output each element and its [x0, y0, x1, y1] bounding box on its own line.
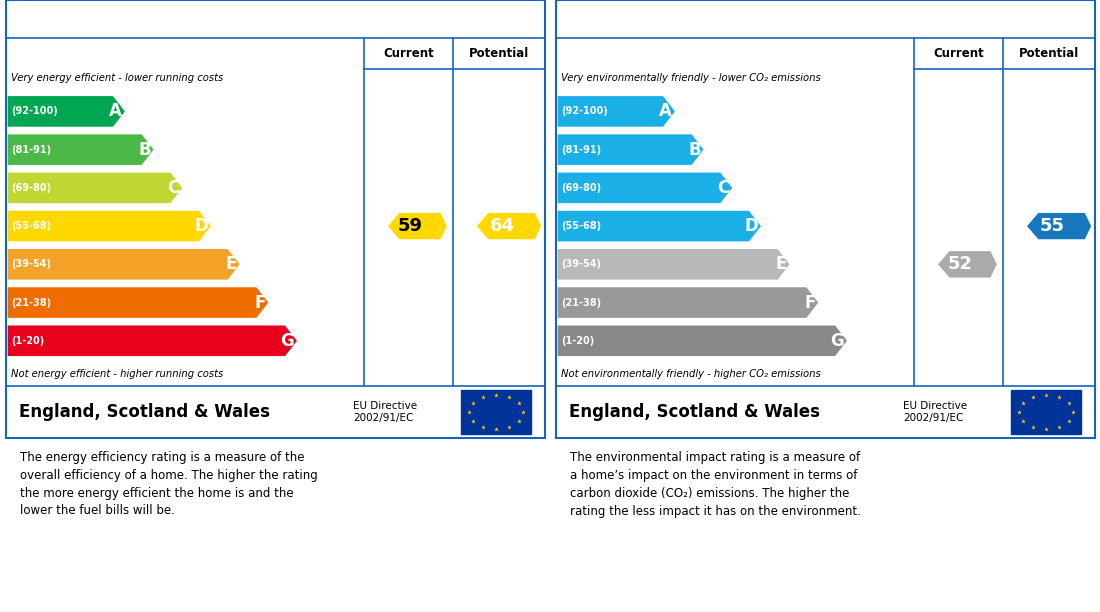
Text: (21-38): (21-38)	[11, 297, 51, 308]
FancyBboxPatch shape	[461, 390, 531, 434]
Text: B: B	[139, 141, 151, 159]
Text: Current: Current	[933, 47, 983, 60]
Text: (1-20): (1-20)	[11, 336, 44, 346]
Polygon shape	[387, 212, 448, 240]
FancyBboxPatch shape	[1011, 390, 1081, 434]
Text: Very energy efficient - lower running costs: Very energy efficient - lower running co…	[11, 73, 223, 83]
Text: (39-54): (39-54)	[11, 259, 51, 269]
Text: A: A	[109, 102, 122, 121]
Text: 59: 59	[398, 217, 422, 235]
Text: (92-100): (92-100)	[561, 106, 607, 116]
Text: Potential: Potential	[1019, 47, 1079, 60]
Text: Not environmentally friendly - higher CO₂ emissions: Not environmentally friendly - higher CO…	[561, 369, 821, 379]
Text: G: G	[830, 332, 844, 350]
Text: (39-54): (39-54)	[561, 259, 601, 269]
Polygon shape	[8, 326, 297, 356]
Text: Environmental Impact (CO: Environmental Impact (CO	[569, 10, 847, 29]
Text: D: D	[745, 217, 758, 235]
Text: (69-80): (69-80)	[561, 183, 601, 193]
Polygon shape	[937, 250, 998, 278]
Polygon shape	[558, 173, 733, 203]
Text: England, Scotland & Wales: England, Scotland & Wales	[19, 403, 270, 421]
Text: B: B	[689, 141, 701, 159]
Polygon shape	[558, 135, 704, 165]
Polygon shape	[558, 96, 675, 127]
Text: (55-68): (55-68)	[11, 221, 51, 231]
Text: Energy Efficiency Rating: Energy Efficiency Rating	[19, 10, 278, 29]
Polygon shape	[558, 287, 818, 318]
Text: (1-20): (1-20)	[561, 336, 594, 346]
Polygon shape	[558, 211, 761, 241]
Text: 52: 52	[948, 255, 972, 274]
Polygon shape	[476, 212, 542, 240]
Text: The environmental impact rating is a measure of
a home’s impact on the environme: The environmental impact rating is a mea…	[570, 450, 860, 518]
Text: (81-91): (81-91)	[561, 144, 601, 155]
Polygon shape	[8, 211, 211, 241]
Text: E: E	[226, 255, 236, 274]
Text: C: C	[717, 179, 729, 197]
Text: E: E	[776, 255, 786, 274]
Text: (21-38): (21-38)	[561, 297, 601, 308]
Polygon shape	[8, 173, 183, 203]
Polygon shape	[8, 287, 268, 318]
Text: (55-68): (55-68)	[561, 221, 601, 231]
Text: 55: 55	[1040, 217, 1065, 235]
Text: Very environmentally friendly - lower CO₂ emissions: Very environmentally friendly - lower CO…	[561, 73, 821, 83]
Text: F: F	[254, 294, 265, 312]
Text: D: D	[195, 217, 208, 235]
Text: Environmental Impact (CO$_2$) Rating: Environmental Impact (CO$_2$) Rating	[569, 7, 940, 31]
Polygon shape	[558, 326, 847, 356]
Text: (81-91): (81-91)	[11, 144, 51, 155]
Text: A: A	[659, 102, 672, 121]
Text: (92-100): (92-100)	[11, 106, 57, 116]
Text: F: F	[804, 294, 815, 312]
Polygon shape	[8, 135, 154, 165]
Polygon shape	[1026, 212, 1092, 240]
Text: EU Directive
2002/91/EC: EU Directive 2002/91/EC	[353, 401, 417, 423]
Text: Current: Current	[383, 47, 433, 60]
Text: The energy efficiency rating is a measure of the
overall efficiency of a home. T: The energy efficiency rating is a measur…	[20, 450, 317, 518]
Text: Potential: Potential	[469, 47, 529, 60]
Text: Not energy efficient - higher running costs: Not energy efficient - higher running co…	[11, 369, 223, 379]
Text: (69-80): (69-80)	[11, 183, 51, 193]
Polygon shape	[8, 96, 125, 127]
Text: England, Scotland & Wales: England, Scotland & Wales	[569, 403, 820, 421]
Text: G: G	[280, 332, 294, 350]
Text: C: C	[167, 179, 179, 197]
Text: EU Directive
2002/91/EC: EU Directive 2002/91/EC	[903, 401, 967, 423]
Polygon shape	[8, 249, 240, 280]
Text: 64: 64	[490, 217, 515, 235]
Polygon shape	[558, 249, 790, 280]
Text: Environmental Impact (: Environmental Impact (	[569, 10, 817, 29]
